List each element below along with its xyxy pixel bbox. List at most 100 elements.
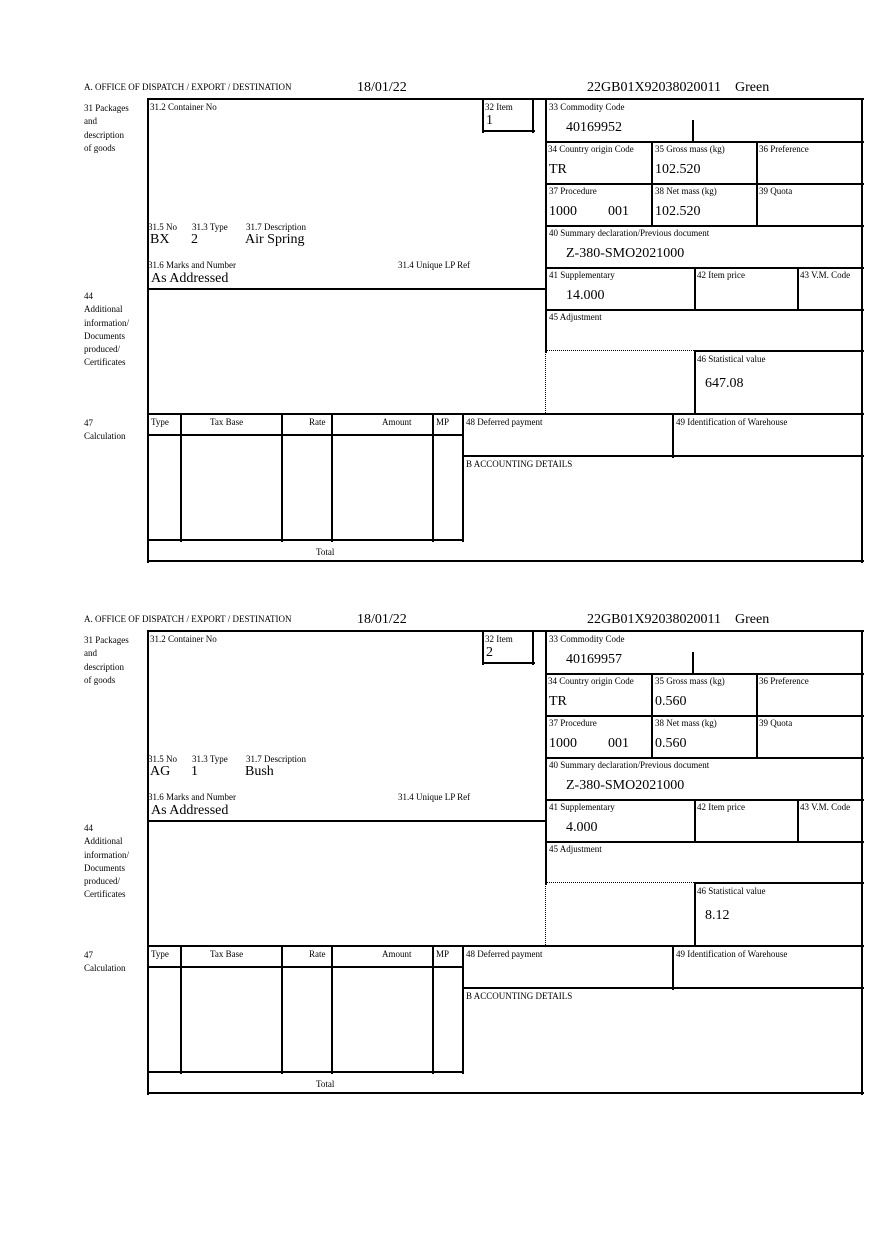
rule	[147, 560, 864, 562]
rule	[694, 799, 696, 843]
unique-ref-label: 31.4 Unique LP Ref	[398, 260, 471, 270]
deferred-payment-label: 48 Deferred payment	[466, 949, 543, 959]
statistical-value: 647.08	[705, 376, 744, 391]
item-label: 32 Item	[485, 634, 513, 644]
rule	[545, 673, 864, 675]
marks-value: As Addressed	[151, 271, 229, 286]
package-no-label: 31.5 No	[148, 222, 177, 232]
item-number: 1	[486, 113, 493, 128]
rule	[756, 141, 758, 227]
statistical-value: 8.12	[705, 908, 730, 923]
origin-label: 34 Country origin Code	[548, 144, 634, 154]
additional-info-label: 44 Additional information/ Documents pro…	[84, 823, 129, 900]
calc-mp-header: MP	[436, 949, 450, 959]
calc-tax-base-header: Tax Base	[210, 417, 244, 427]
item-price-label: 42 Item price	[697, 270, 745, 280]
dotted-rule	[545, 351, 546, 413]
rule	[147, 98, 149, 563]
deferred-payment-label: 48 Deferred payment	[466, 417, 543, 427]
calc-type-header: Type	[151, 417, 169, 427]
item-price-label: 42 Item price	[697, 802, 745, 812]
origin-value: TR	[549, 694, 567, 709]
commodity-label: 33 Commodity Code	[549, 102, 625, 112]
calc-rate-header: Rate	[309, 949, 326, 959]
rule	[462, 413, 464, 542]
rule	[147, 820, 547, 822]
rule	[756, 673, 758, 759]
package-no-label: 31.5 No	[148, 754, 177, 764]
marks-label: 31.6 Marks and Number	[148, 260, 236, 270]
rule	[147, 945, 864, 947]
rule	[462, 945, 464, 1074]
origin-value: TR	[549, 162, 567, 177]
rule	[482, 98, 484, 133]
dotted-rule	[545, 350, 694, 351]
procedure-label: 37 Procedure	[549, 186, 597, 196]
rule	[694, 351, 696, 415]
additional-info-label: 44 Additional information/ Documents pro…	[84, 291, 129, 368]
rule	[545, 183, 864, 185]
accounting-details-label: B ACCOUNTING DETAILS	[466, 991, 573, 1001]
item-number: 2	[486, 645, 493, 660]
commodity-code-value: 40169957	[566, 652, 622, 667]
net-mass-value: 0.560	[655, 736, 687, 751]
procedure-extra-value: 001	[608, 736, 629, 751]
rule	[545, 841, 864, 843]
calc-tax-base-header: Tax Base	[210, 949, 244, 959]
rule	[545, 715, 864, 717]
item-label: 32 Item	[485, 102, 513, 112]
package-type-label: 31.3 Type	[192, 222, 228, 232]
rule	[180, 945, 182, 1074]
adjustment-label: 45 Adjustment	[549, 844, 602, 854]
gross-mass-value: 102.520	[655, 162, 701, 177]
rule	[281, 945, 283, 1074]
calculation-label: 47 Calculation	[84, 418, 126, 442]
gross-mass-label: 35 Gross mass (kg)	[655, 676, 725, 686]
dotted-rule	[545, 882, 694, 883]
vm-code-label: 43 V.M. Code	[800, 802, 851, 812]
rule	[281, 413, 283, 542]
description-value: Bush	[245, 764, 274, 779]
marks-label: 31.6 Marks and Number	[148, 792, 236, 802]
calc-mp-header: MP	[436, 417, 450, 427]
net-mass-value: 102.520	[655, 204, 701, 219]
rule	[482, 130, 535, 132]
rule	[331, 945, 333, 1074]
rule	[672, 945, 674, 990]
rule	[147, 288, 547, 290]
container-label: 31.2 Container No	[150, 634, 217, 644]
packages-label: 31 Packages and description of goods	[84, 635, 129, 685]
calc-type-header: Type	[151, 949, 169, 959]
quota-label: 39 Quota	[759, 186, 793, 196]
container-label: 31.2 Container No	[150, 102, 217, 112]
calc-amount-header: Amount	[382, 949, 412, 959]
rule	[331, 413, 333, 542]
rule	[694, 350, 864, 352]
rule	[692, 652, 694, 675]
rule	[651, 141, 653, 227]
net-mass-label: 38 Net mass (kg)	[655, 718, 717, 728]
supplementary-value: 4.000	[566, 820, 598, 835]
vm-code-label: 43 V.M. Code	[800, 270, 851, 280]
summary-doc-label: 40 Summary declaration/Previous document	[549, 228, 710, 238]
rule	[147, 630, 149, 1095]
office-label: A. OFFICE OF DISPATCH / EXPORT / DESTINA…	[84, 614, 292, 624]
rule	[694, 882, 864, 884]
supplementary-value: 14.000	[566, 288, 605, 303]
rule	[545, 141, 864, 143]
rule	[545, 799, 864, 801]
rule	[545, 225, 864, 227]
rule	[861, 630, 863, 1095]
statistical-value-label: 46 Statistical value	[697, 354, 766, 364]
rule	[694, 267, 696, 311]
commodity-label: 33 Commodity Code	[549, 634, 625, 644]
supplementary-label: 41 Supplementary	[549, 802, 615, 812]
rule	[462, 455, 864, 457]
quota-label: 39 Quota	[759, 718, 793, 728]
summary-doc-value: Z-380-SMO2021000	[566, 246, 685, 261]
package-type-value: 1	[191, 764, 198, 779]
statistical-value-label: 46 Statistical value	[697, 886, 766, 896]
rule	[532, 630, 534, 665]
procedure-extra-value: 001	[608, 204, 629, 219]
